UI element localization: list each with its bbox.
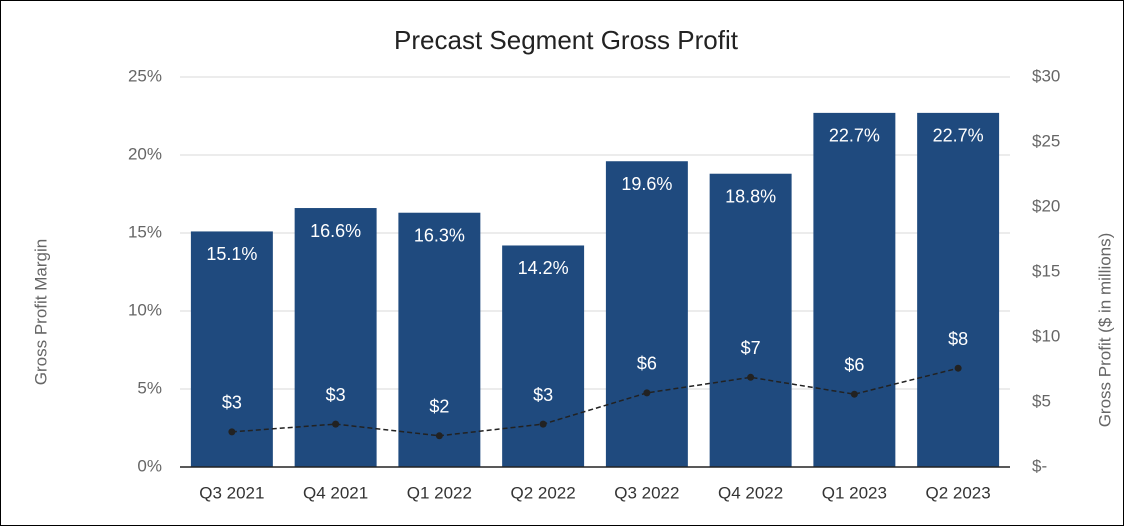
y-tick-label: 10% <box>128 300 162 319</box>
y-tick-label: 25% <box>128 66 162 85</box>
y-tick-label: 15% <box>128 222 162 241</box>
line-point <box>954 364 962 372</box>
line-point <box>539 420 547 428</box>
bar-value-label: 18.8% <box>725 186 776 206</box>
bar <box>502 245 585 467</box>
line-point <box>643 389 651 397</box>
bar-value-label: 16.3% <box>414 225 465 245</box>
bar <box>813 112 896 467</box>
bar <box>917 112 1000 467</box>
x-tick-label: Q2 2022 <box>511 483 576 502</box>
bar <box>190 231 273 467</box>
x-tick-label: Q1 2022 <box>407 483 472 502</box>
x-tick-label: Q3 2022 <box>614 483 679 502</box>
bar-value-label: 16.6% <box>310 221 361 241</box>
bar <box>398 212 481 467</box>
line-point <box>435 432 443 440</box>
bar-value-label: 14.2% <box>518 258 569 278</box>
bar-value-label: 22.7% <box>829 126 880 146</box>
bar <box>294 208 377 468</box>
line-value-label: $3 <box>222 393 242 413</box>
y2-tick-label: $10 <box>1032 326 1060 345</box>
y2-axis-label: Gross Profit ($ in millions) <box>1095 233 1114 428</box>
line-value-label: $6 <box>844 355 864 375</box>
line-value-label: $3 <box>533 385 553 405</box>
line-point <box>850 390 858 398</box>
y-tick-label: 20% <box>128 144 162 163</box>
bar-value-label: 22.7% <box>933 126 984 146</box>
y2-tick-label: $- <box>1032 456 1047 475</box>
chart-title: Precast Segment Gross Profit <box>394 25 739 55</box>
y-tick-label: 0% <box>137 456 162 475</box>
line-point <box>747 373 755 381</box>
y2-tick-label: $20 <box>1032 196 1060 215</box>
bar <box>709 173 792 467</box>
line-value-label: $8 <box>948 329 968 349</box>
y-axis-label: Gross Profit Margin <box>31 239 50 385</box>
line-value-label: $2 <box>429 397 449 417</box>
bar <box>605 161 688 468</box>
y2-tick-label: $15 <box>1032 261 1060 280</box>
bar-value-label: 19.6% <box>621 174 672 194</box>
y2-tick-label: $5 <box>1032 391 1051 410</box>
line-point <box>228 428 236 436</box>
y2-tick-label: $25 <box>1032 131 1060 150</box>
line <box>231 367 959 437</box>
line-value-label: $3 <box>326 385 346 405</box>
line-value-label: $6 <box>637 354 657 374</box>
line-value-label: $7 <box>741 338 761 358</box>
x-tick-label: Q2 2023 <box>926 483 991 502</box>
y2-tick-label: $30 <box>1032 66 1060 85</box>
x-tick-label: Q4 2021 <box>303 483 368 502</box>
x-tick-label: Q3 2021 <box>199 483 264 502</box>
x-tick-label: Q1 2023 <box>822 483 887 502</box>
line-point <box>332 420 340 428</box>
bar-value-label: 15.1% <box>206 244 257 264</box>
x-tick-label: Q4 2022 <box>718 483 783 502</box>
y-tick-label: 5% <box>137 378 162 397</box>
